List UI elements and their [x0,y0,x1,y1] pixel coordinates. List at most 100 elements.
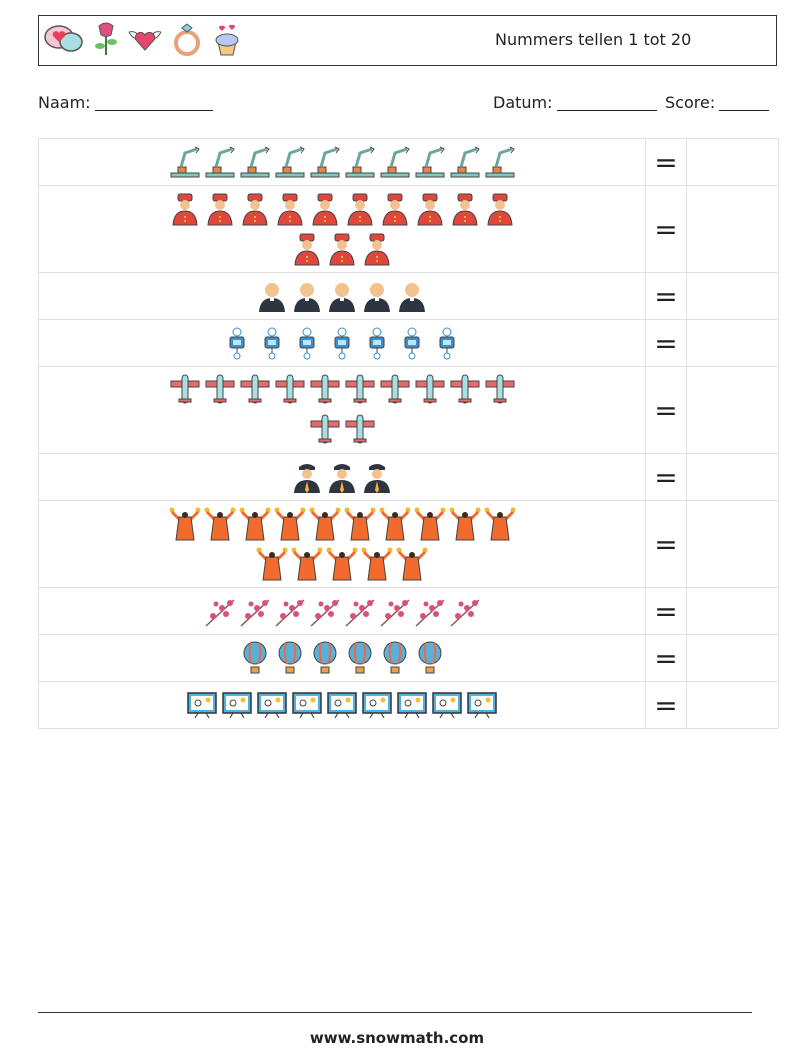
answer-box[interactable] [686,681,779,729]
cherry-blossom-icon [204,599,235,627]
dancer-icon [169,507,200,541]
pilot-icon [294,464,320,493]
robot-arm-icon [170,146,200,178]
robot-icon [299,327,315,360]
equals-sign: = [645,272,687,320]
answer-box[interactable] [686,587,779,635]
equals-sign: = [645,587,687,635]
dancer-icon [274,507,305,541]
equals-sign: = [645,185,687,273]
picture-cell [38,138,646,186]
equals-sign: = [645,634,687,682]
counting-row: = [38,587,779,635]
bellhop-icon [381,193,408,226]
score-field[interactable]: Score: [665,93,770,112]
bellhop-icon [329,233,355,266]
bellhop-icon [241,193,268,226]
dancer-icon [326,547,358,581]
picture-row [39,688,645,722]
cherry-blossom-icon [309,599,340,627]
hot-air-balloon-icon [278,641,301,674]
counting-row: = [38,185,779,273]
bellhop-icon [311,193,338,226]
cupcake-icon [215,24,239,56]
robot-icon [439,327,455,360]
picture-row [39,460,645,494]
picture-row [39,145,645,179]
picture-cell [38,681,646,729]
dancer-icon [344,507,375,541]
pilot-icon [364,464,390,493]
dancer-icon [379,507,410,541]
robot-arm-icon [380,146,410,178]
airplane-icon [275,374,304,404]
priest-icon [294,283,320,312]
robot-arm-icon [345,146,375,178]
monitor-icon [187,692,217,719]
name-field[interactable]: Naam: [38,93,213,112]
counting-row: = [38,634,779,682]
answer-box[interactable] [686,500,779,588]
bellhop-icon [346,193,373,226]
bellhop-icon [206,193,233,226]
bellhop-icon [276,193,303,226]
airplane-icon [170,374,199,404]
picture-cell [38,185,646,273]
dancer-icon [309,507,340,541]
rose-icon [95,22,117,55]
cherry-blossom-icon [449,599,480,627]
picture-row [39,326,645,360]
answer-box[interactable] [686,319,779,367]
monitor-icon [222,692,252,719]
equals-sign: = [645,500,687,588]
robot-arm-icon [450,146,480,178]
answer-box[interactable] [686,366,779,454]
cherry-blossom-icon [274,599,305,627]
counting-table: = [38,138,779,729]
counting-row: = [38,366,779,454]
airplane-icon [240,374,269,404]
counting-row: = [38,138,779,186]
robot-arm-icon [275,146,305,178]
priest-icon [329,283,355,312]
monitor-icon [397,692,427,719]
bellhop-icon [171,193,198,226]
picture-row [39,192,645,226]
priest-icon [364,283,390,312]
cherry-blossom-icon [379,599,410,627]
counting-row: = [38,319,779,367]
hot-air-balloon-icon [348,641,371,674]
picture-row [39,232,645,266]
robot-icon [264,327,280,360]
dancer-icon [396,547,428,581]
picture-row [39,279,645,313]
dancer-icon [484,507,515,541]
answer-box[interactable] [686,634,779,682]
monitor-icon [292,692,322,719]
ring-icon [174,23,200,56]
robot-arm-icon [205,146,235,178]
answer-box[interactable] [686,453,779,501]
footer-url: www.snowmath.com [309,1029,485,1047]
robot-arm-icon [310,146,340,178]
hot-air-balloon-icon [243,641,266,674]
name-line[interactable] [94,109,213,111]
airplane-icon [345,414,374,444]
robot-icon [229,327,245,360]
date-line[interactable] [556,109,657,111]
answer-box[interactable] [686,272,779,320]
header-icons [43,22,243,56]
score-line[interactable] [719,109,770,111]
picture-cell [38,319,646,367]
dancer-icon [361,547,393,581]
picture-cell [38,272,646,320]
answer-box[interactable] [686,138,779,186]
dancer-icon [449,507,480,541]
picture-row [39,413,645,447]
answer-box[interactable] [686,185,779,273]
airplane-icon [205,374,234,404]
date-field[interactable]: Datum: [493,93,657,112]
monitor-icon [467,692,497,719]
monitor-icon [432,692,462,719]
bellhop-icon [364,233,390,266]
